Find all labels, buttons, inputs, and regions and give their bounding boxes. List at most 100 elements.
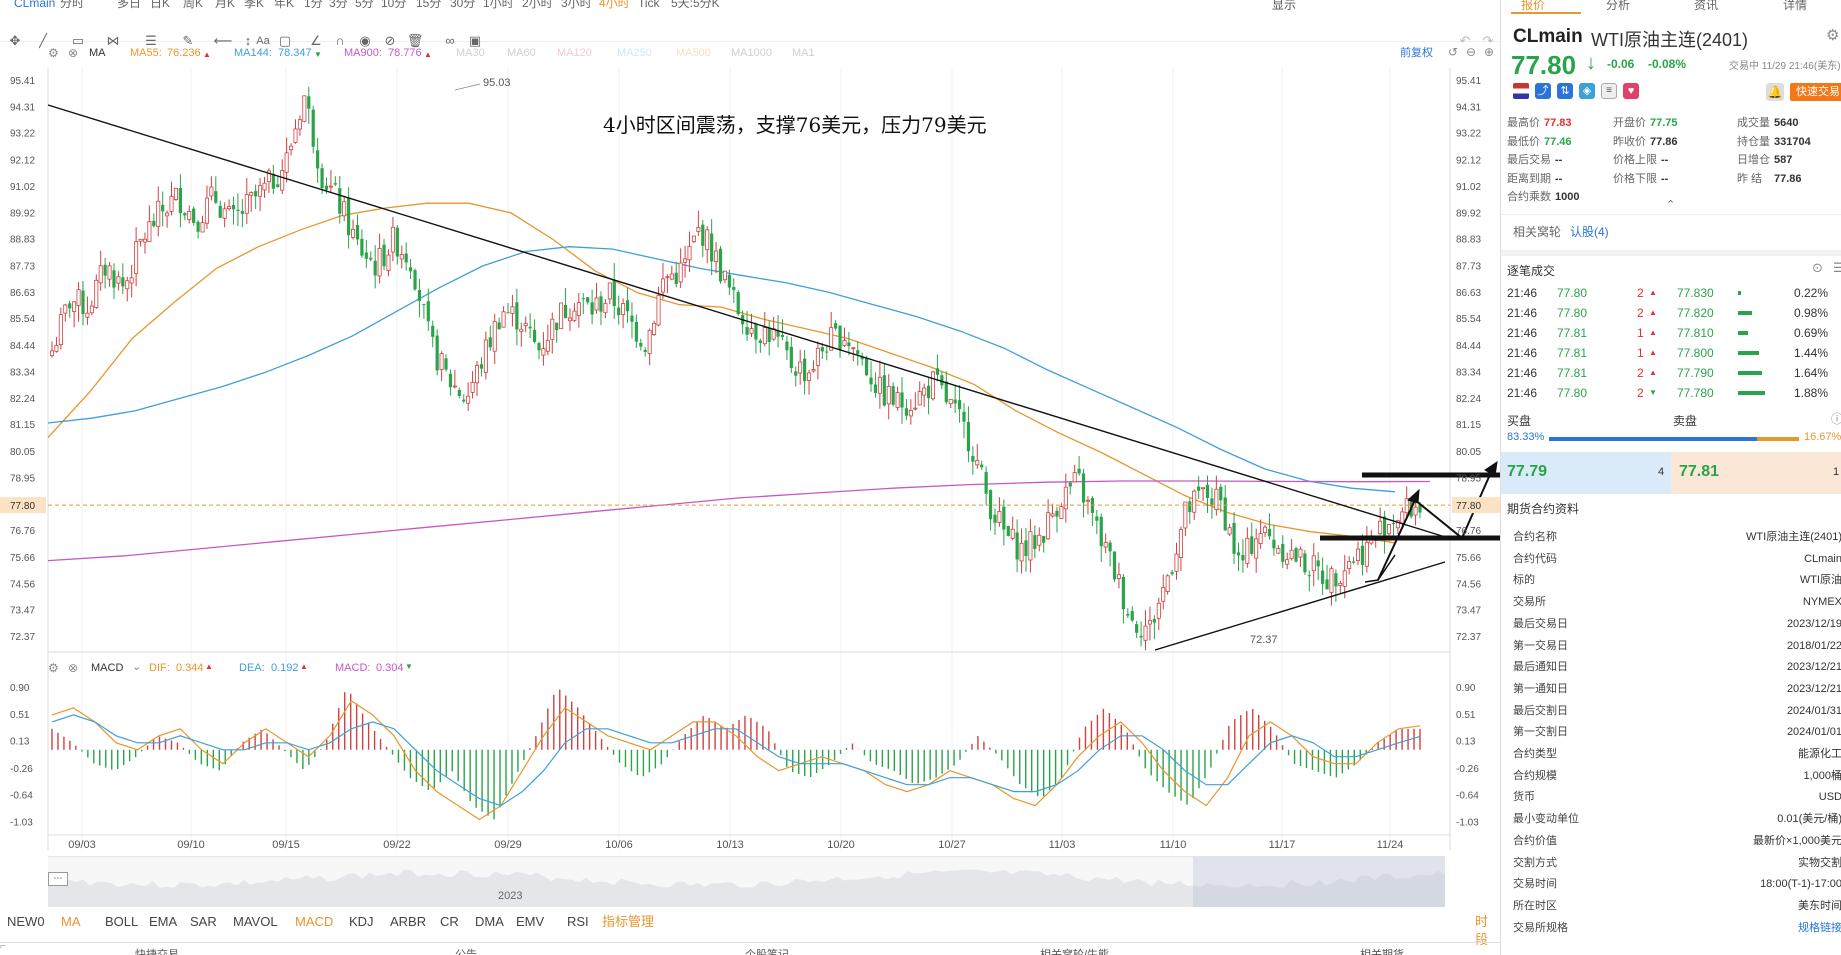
- plus-icon[interactable]: ⊕: [1484, 45, 1495, 59]
- indicator-tab[interactable]: EMV: [516, 914, 545, 929]
- info-icon[interactable]: ⓘ: [1831, 410, 1841, 427]
- macd-close-icon[interactable]: ⊗: [68, 661, 79, 675]
- related-warrants-link[interactable]: 认股(4): [1570, 225, 1609, 239]
- compare-icon[interactable]: ⇅: [1557, 83, 1573, 99]
- crosshair-icon[interactable]: ✥: [9, 33, 21, 48]
- footer-tab[interactable]: 公告: [455, 949, 477, 955]
- footer-tab[interactable]: 相关窝轮/牛熊: [1040, 949, 1110, 955]
- layers-icon[interactable]: ▣: [468, 33, 482, 48]
- indicator-tab[interactable]: KDJ: [349, 914, 374, 929]
- alert-bell-icon[interactable]: 🔔: [1766, 83, 1784, 101]
- favorite-icon[interactable]: ♥: [1623, 83, 1639, 99]
- indicator-tab[interactable]: DMA: [475, 914, 504, 929]
- indicator-tab[interactable]: MACD: [295, 914, 334, 929]
- display-menu[interactable]: 显示: [1272, 0, 1297, 12]
- quote-tab[interactable]: 分析: [1606, 0, 1631, 12]
- quick-trade-button[interactable]: 快速交易: [1790, 83, 1841, 101]
- measure-tool-icon[interactable]: ↕: [244, 33, 252, 48]
- eye-icon[interactable]: ◉: [359, 33, 371, 48]
- period-tab[interactable]: 5分: [355, 0, 374, 10]
- navigator-handle[interactable]: ⋯: [48, 872, 68, 886]
- text-tool-icon[interactable]: Aa: [256, 35, 270, 47]
- symbol-label[interactable]: CLmain: [14, 0, 56, 10]
- period-tab[interactable]: 年K: [274, 0, 295, 10]
- hide-icon[interactable]: ⊘: [384, 33, 396, 48]
- redo-icon[interactable]: ↷: [1482, 33, 1494, 48]
- period-tab[interactable]: 5天:5分K: [671, 0, 720, 10]
- trendline-tool-icon[interactable]: ╱: [39, 33, 47, 48]
- macd-indicator-name[interactable]: MACD: [91, 662, 124, 674]
- indicator-tab[interactable]: ARBR: [390, 914, 427, 929]
- tag-icon[interactable]: ◈: [1579, 83, 1595, 99]
- spec-link[interactable]: 规格链接: [1798, 921, 1841, 934]
- candle-body: [1298, 548, 1303, 558]
- navigator-selection[interactable]: [1193, 857, 1445, 907]
- link-icon[interactable]: ∞: [445, 33, 455, 48]
- price-tick-left: 94.31: [10, 102, 35, 113]
- period-tab[interactable]: 3小时: [561, 0, 592, 10]
- note-tool-icon[interactable]: ▢: [278, 33, 292, 48]
- period-tab[interactable]: 月K: [215, 0, 236, 10]
- indicator-tab[interactable]: BOLL: [105, 914, 139, 929]
- period-tab[interactable]: 30分: [450, 0, 476, 10]
- ticks-menu-icon[interactable]: ☰: [1833, 260, 1841, 276]
- period-tab[interactable]: 周K: [183, 0, 204, 10]
- fibonacci-tool-icon[interactable]: ☰: [145, 33, 157, 48]
- period-tab[interactable]: 多日: [117, 0, 142, 10]
- ma-indicator-name[interactable]: MA: [89, 47, 106, 59]
- indicator-tab[interactable]: 指标管理: [602, 914, 655, 929]
- indicator-tab[interactable]: NEW0: [7, 914, 45, 929]
- period-tab[interactable]: 季K: [244, 0, 265, 10]
- ticks-more-icon[interactable]: ⊙: [1812, 260, 1823, 275]
- rectangle-tool-icon[interactable]: ▭: [71, 33, 85, 48]
- indicator-tab[interactable]: MAVOL: [233, 914, 278, 929]
- period-tab[interactable]: 15分: [416, 0, 442, 10]
- settings-icon[interactable]: ⚙: [48, 46, 59, 60]
- close-icon[interactable]: ⊗: [68, 46, 79, 60]
- period-tab[interactable]: 分时: [60, 0, 85, 10]
- trash-icon[interactable]: 🗑: [406, 33, 424, 48]
- ruler-icon[interactable]: ∠: [310, 33, 322, 48]
- quote-tab[interactable]: 资讯: [1694, 0, 1719, 12]
- footer-tab[interactable]: 相关期货: [1360, 949, 1404, 955]
- panel-settings-icon[interactable]: ⚙: [1826, 27, 1840, 44]
- ask-box[interactable]: 77.81 1: [1671, 452, 1841, 494]
- indicator-tab[interactable]: SAR: [190, 914, 217, 929]
- bid-box[interactable]: 77.79 4: [1501, 452, 1671, 494]
- period-tab[interactable]: 4小时: [599, 0, 630, 10]
- quote-tab[interactable]: 详情: [1783, 0, 1808, 12]
- reset-icon[interactable]: ↺: [1448, 45, 1459, 59]
- indicator-tab[interactable]: EMA: [149, 914, 178, 929]
- adjust-mode[interactable]: 前复权: [1400, 47, 1433, 59]
- minus-icon[interactable]: ⊖: [1466, 45, 1477, 59]
- period-tab[interactable]: Tick: [638, 0, 660, 10]
- chevron-down-icon[interactable]: ⌄: [132, 661, 142, 673]
- period-tab[interactable]: 2小时: [522, 0, 553, 10]
- indicator-tab[interactable]: CR: [440, 914, 459, 929]
- footer-tab[interactable]: 个股笔记: [745, 949, 789, 955]
- period-tab[interactable]: 1小时: [483, 0, 514, 10]
- time-sharing-button[interactable]: 时段: [1475, 914, 1489, 947]
- macd-settings-icon[interactable]: ⚙: [48, 661, 59, 675]
- time-navigator[interactable]: ⋯ 2023: [48, 856, 1445, 907]
- undo-icon[interactable]: ↶: [1459, 33, 1471, 48]
- footer-tab[interactable]: 快捷交易: [135, 949, 179, 955]
- brush-tool-icon[interactable]: ✎: [182, 33, 194, 48]
- ticks-title: 逐笔成交: [1507, 264, 1556, 278]
- magnet-icon[interactable]: ∩: [335, 33, 345, 48]
- note-icon[interactable]: ≡: [1601, 83, 1617, 99]
- period-tab[interactable]: 3分: [329, 0, 348, 10]
- period-tab[interactable]: 1分: [304, 0, 323, 10]
- candle-body: [289, 145, 294, 151]
- quote-tab[interactable]: 报价: [1521, 0, 1546, 12]
- candle-body: [107, 265, 112, 280]
- collapse-chevron-icon[interactable]: ⌃: [1666, 199, 1676, 211]
- period-tab[interactable]: 日K: [150, 0, 171, 10]
- share-icon[interactable]: ⤴: [1535, 83, 1551, 99]
- indicator-tab[interactable]: RSI: [567, 914, 589, 929]
- period-tab[interactable]: 10分: [381, 0, 407, 10]
- arrow-tool-icon[interactable]: ⟵: [213, 33, 233, 48]
- indicator-tab[interactable]: MA: [61, 914, 81, 929]
- price-chart[interactable]: 95.03 72.37 95.41 95.41 94.31 94.31 93.22 93.22…: [0, 0, 1500, 955]
- pattern-tool-icon[interactable]: ⋈: [106, 33, 120, 48]
